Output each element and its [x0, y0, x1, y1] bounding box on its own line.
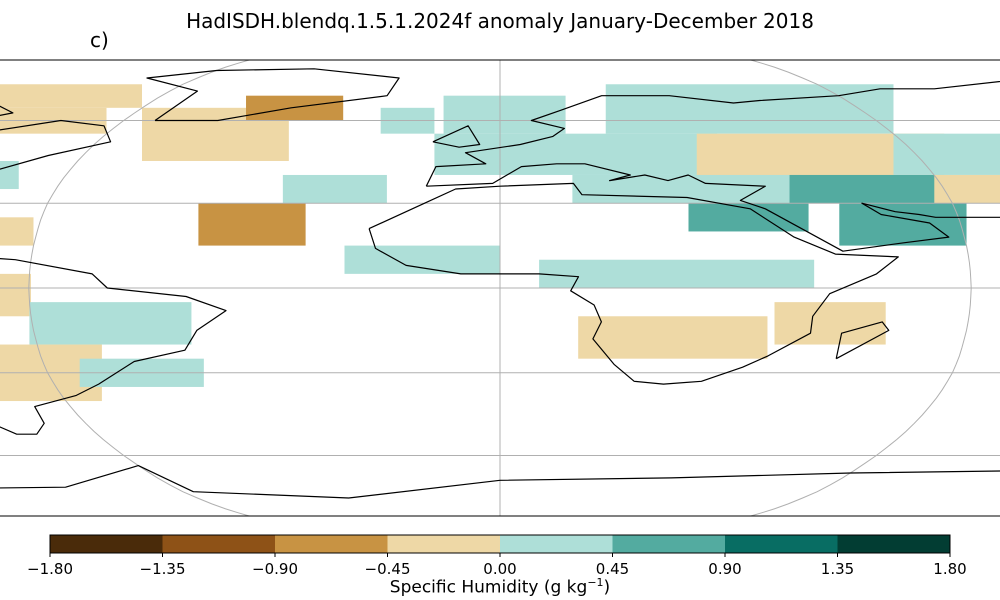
colorbar-tick-label: 0.90 [708, 560, 741, 578]
coastline [368, 182, 899, 385]
coastline [0, 253, 227, 435]
anomaly-cell [934, 174, 1000, 204]
colorbar-tick-label: 1.80 [933, 560, 966, 578]
colorbar-swatch [387, 535, 500, 553]
graticule [0, 60, 1000, 516]
colorbar-swatch [50, 535, 163, 553]
anomaly-cell [789, 174, 953, 204]
anomaly-cell [344, 245, 500, 274]
anomaly-cell [688, 203, 809, 232]
anomaly-cell [246, 95, 344, 121]
anomaly-cell [282, 174, 387, 204]
colorbar [49, 534, 951, 554]
colorbar-tick-label: −1.35 [140, 560, 186, 578]
coastline [835, 321, 890, 360]
colorbar-swatch [162, 535, 275, 553]
anomaly-cell [774, 302, 886, 345]
coastline [0, 95, 112, 266]
anomaly-grid [0, 84, 1000, 402]
colorbar-swatch [725, 535, 838, 553]
colorbar-swatch [275, 535, 388, 553]
anomaly-cell [0, 217, 34, 246]
meridian-line [750, 60, 972, 516]
coastlines [0, 68, 1000, 503]
map-title: HadISDH.blendq.1.5.1.2024f anomaly Janua… [186, 9, 814, 33]
colorbar-swatch [500, 535, 613, 553]
anomaly-cell [0, 84, 142, 108]
colorbar-ticks: −1.80 −1.35 −0.90 −0.45 0.00 0.45 0.90 1.35 1.80 [27, 553, 967, 578]
colorbar-swatch [837, 535, 950, 553]
colorbar-tick-label: −1.80 [27, 560, 73, 578]
anomaly-cell [893, 133, 1000, 175]
meridian-line [28, 60, 250, 516]
anomaly-cell [29, 302, 192, 345]
colorbar-swatch [612, 535, 725, 553]
anomaly-cell [0, 273, 31, 317]
colorbar-tick-label: 1.35 [821, 560, 854, 578]
anomaly-cell [572, 174, 802, 204]
colorbar-tick-label: 0.00 [483, 560, 516, 578]
anomaly-cell [839, 203, 967, 246]
coastline [432, 125, 481, 148]
panel-label: c) [90, 28, 109, 52]
coastline [0, 465, 1000, 503]
coastline [425, 79, 1000, 286]
anomaly-cell [198, 203, 306, 246]
coastline [146, 68, 400, 122]
colorbar-tick-label: −0.90 [252, 560, 298, 578]
anomaly-cell [434, 133, 718, 175]
colorbar-tick-label: −0.45 [365, 560, 411, 578]
colorbar-tick-label: 0.45 [596, 560, 629, 578]
anomaly-cell [578, 316, 768, 359]
anomaly-cell [605, 84, 894, 134]
colorbar-label: Specific Humidity (g kg−1) [389, 576, 611, 598]
anomaly-cell [539, 259, 815, 288]
